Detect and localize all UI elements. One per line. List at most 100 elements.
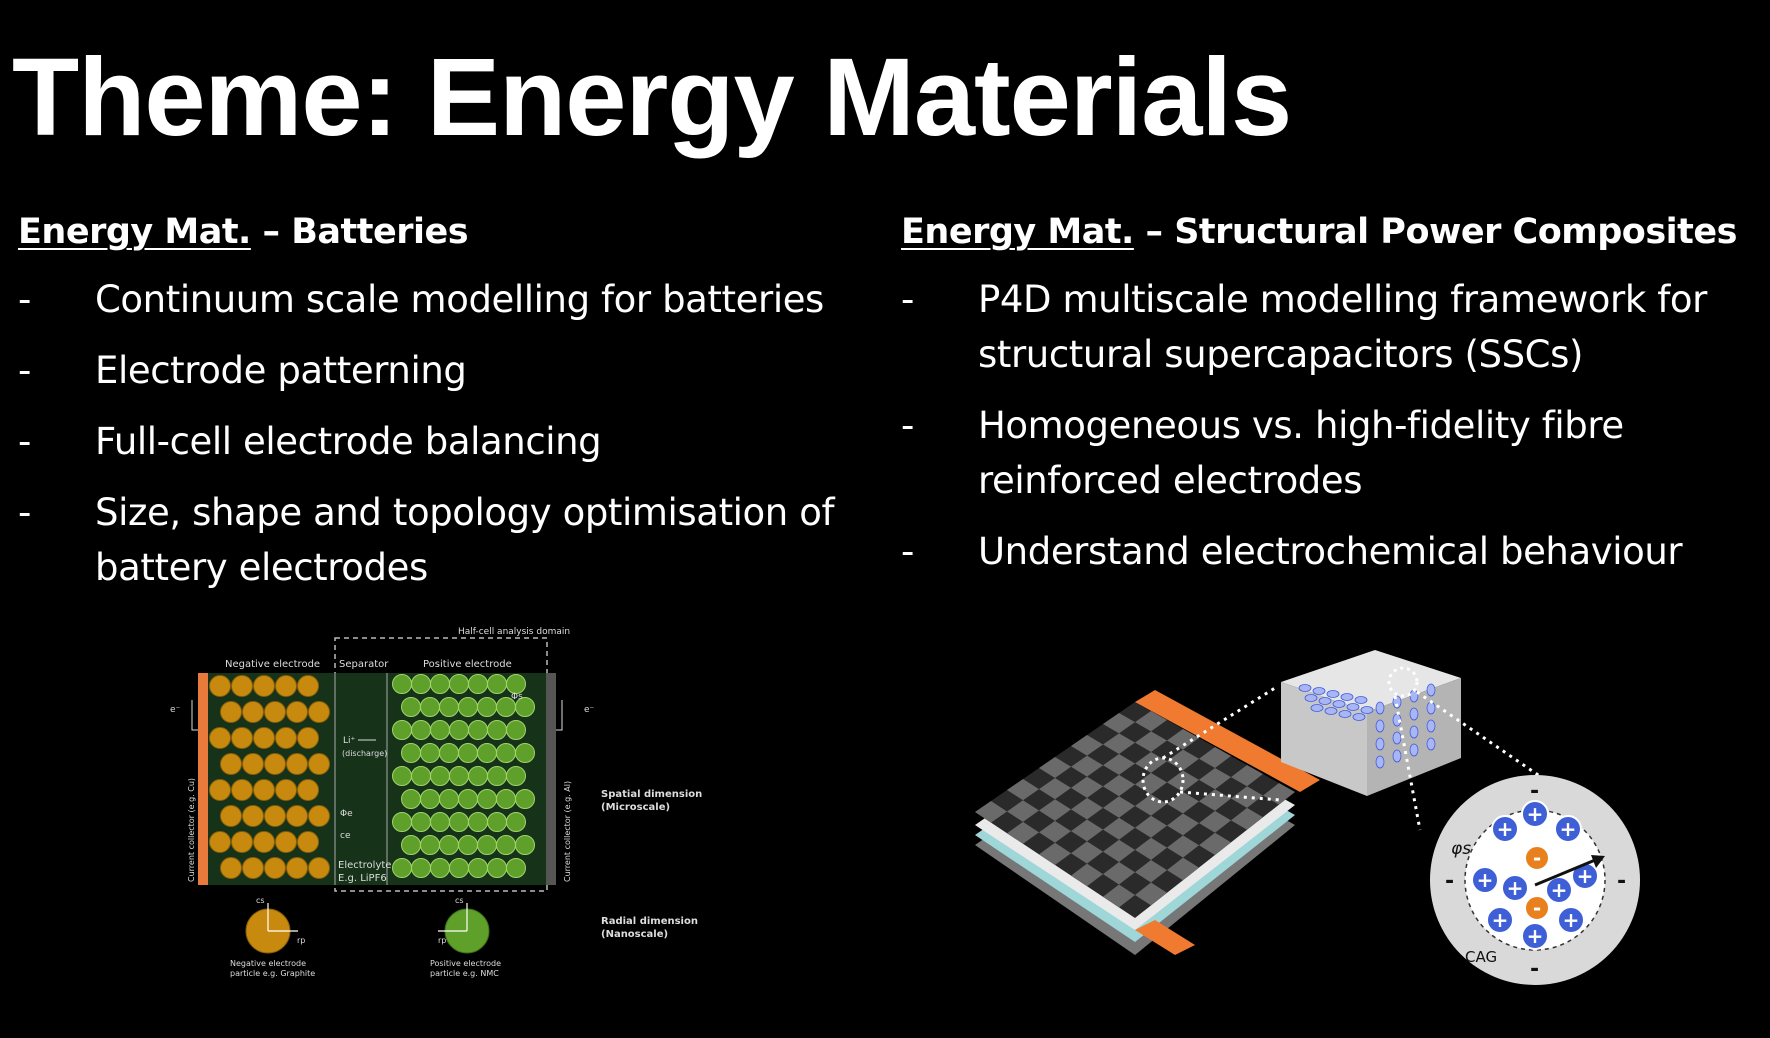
fibre [1352, 713, 1366, 721]
cation [1491, 815, 1519, 843]
radius-arrow-head [1591, 855, 1605, 868]
cation-sign: + [1560, 817, 1577, 841]
negative-particle [220, 701, 242, 723]
bullet-text: P4D multiscale modelling framework for s… [978, 278, 1707, 376]
weave-cell [1071, 797, 1103, 820]
negative-particle [220, 805, 242, 827]
positive-particle [487, 720, 507, 740]
current-collector-tab [1135, 690, 1320, 792]
surface-charge-minus: - [1530, 957, 1539, 982]
bullet-dash: - [18, 349, 31, 392]
positive-particle [458, 743, 478, 763]
fibre [1392, 749, 1402, 763]
positive-particle [420, 789, 440, 809]
zoom-line [1179, 790, 1281, 802]
heading-underlined: Energy Mat. [901, 212, 1134, 252]
radial-dimension-label: Radial dimension [601, 916, 698, 927]
fibre [1318, 697, 1332, 705]
weave-cell [1103, 884, 1135, 908]
positive-particle [430, 766, 450, 786]
fibre [1426, 737, 1436, 751]
positive-particle [496, 743, 516, 763]
weave-cell [1071, 841, 1103, 864]
negative-particle [220, 857, 242, 879]
fibre [1426, 683, 1436, 697]
fibre [1298, 684, 1312, 692]
weave-cell [1071, 863, 1103, 887]
fibre [1375, 755, 1385, 769]
weave-cell [1231, 807, 1263, 830]
surface-charge-minus: - [1445, 869, 1454, 894]
anion-sign: - [1533, 896, 1541, 920]
fibre [1375, 737, 1385, 751]
negative-particle [264, 805, 286, 827]
positive-particle [401, 835, 421, 855]
aluminium-collector [546, 673, 556, 885]
heading-rest: – Batteries [250, 212, 469, 252]
cation [1545, 876, 1573, 904]
negative-particle [242, 805, 264, 827]
cation [1521, 800, 1549, 828]
negative-particle [242, 753, 264, 775]
electron-path-right [556, 700, 563, 731]
cation [1554, 815, 1582, 843]
positive-particle [487, 812, 507, 832]
surface-charge-minus: - [1530, 779, 1539, 804]
cation [1521, 922, 1549, 950]
weave-cell [1103, 733, 1135, 754]
weave-cell [1103, 861, 1135, 885]
fibre [1409, 689, 1419, 703]
fibre [1338, 710, 1352, 718]
weave-cell [1007, 800, 1039, 822]
weave-cell [1071, 755, 1103, 777]
weave-cell [1039, 842, 1071, 865]
fibre [1426, 701, 1436, 715]
fibre [1310, 704, 1324, 712]
negative-particle [253, 779, 275, 801]
bullet-dash: - [18, 420, 31, 463]
battery-cell-diagram: Half-cell analysis domain Negative elect… [170, 627, 702, 978]
cag-label: CAG [1465, 948, 1497, 966]
weave-cell [1199, 832, 1231, 855]
positive-particle [411, 812, 431, 832]
positive-particle [392, 720, 412, 740]
positive-particle [487, 858, 507, 878]
fibre [1354, 696, 1368, 704]
positive-particle [401, 743, 421, 763]
fibre-cross-sections [1298, 683, 1436, 769]
heading-rest: – Structural Power Composites [1133, 212, 1738, 252]
weave-cell [1135, 815, 1167, 838]
bullet-item: - Full-cell electrode balancing [18, 414, 868, 469]
positive-particle [477, 789, 497, 809]
cation-sign: + [1507, 876, 1524, 900]
surface-charge-minus: - [1617, 869, 1626, 894]
positive-particle [449, 858, 469, 878]
positive-particle [496, 835, 516, 855]
negative-particle [209, 831, 231, 853]
fibre [1326, 690, 1340, 698]
negative-particle [209, 779, 231, 801]
bullet-dash: - [901, 404, 914, 447]
negative-particle [275, 727, 297, 749]
weave-cell [975, 801, 1007, 823]
weave-cell [1167, 749, 1199, 771]
negative-particle [264, 857, 286, 879]
positive-particle [439, 743, 459, 763]
positive-particle [496, 789, 516, 809]
composites-heading: Energy Mat. – Structural Power Composite… [901, 208, 1761, 256]
fibre [1360, 706, 1374, 714]
weave-cell [1199, 810, 1231, 833]
weave-cell [1263, 783, 1295, 805]
radius-arrow [1534, 856, 1601, 887]
composites-column: Energy Mat. – Structural Power Composite… [901, 208, 1761, 579]
microscale-label: (Microscale) [601, 802, 670, 813]
weave-pattern [975, 711, 1295, 908]
negative-particle [253, 675, 275, 697]
weave-cell [1135, 882, 1167, 906]
positive-particle [506, 720, 526, 740]
fibre [1340, 693, 1354, 701]
positive-particle [411, 720, 431, 740]
weave-cell [1167, 729, 1199, 750]
slide-title: Theme: Energy Materials [12, 36, 1292, 159]
weave-cell [1007, 821, 1039, 844]
